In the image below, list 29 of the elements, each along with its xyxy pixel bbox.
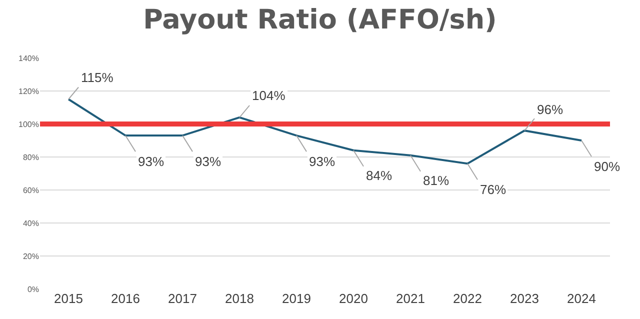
x-tick-label: 2020: [339, 291, 368, 306]
y-tick-label: 140%: [18, 54, 39, 63]
data-label: 93%: [138, 154, 164, 169]
data-label: 93%: [309, 154, 336, 169]
x-tick-label: 2016: [111, 291, 140, 306]
x-tick-label: 2019: [282, 291, 311, 306]
x-tick-label: 2022: [453, 291, 482, 306]
x-tick-label: 2023: [510, 291, 539, 306]
x-tick-label: 2017: [168, 291, 197, 306]
y-tick-label: 0%: [27, 284, 39, 294]
data-label: 104%: [252, 88, 286, 103]
data-label: 115%: [81, 70, 114, 85]
data-label: 90%: [594, 159, 620, 174]
x-tick-label: 2021: [396, 291, 425, 306]
chart-title: Payout Ratio (AFFO/sh): [143, 4, 497, 36]
y-tick-label: 100%: [18, 120, 39, 129]
data-label: 96%: [537, 102, 564, 117]
data-label: 93%: [195, 154, 222, 169]
y-tick-label: 80%: [22, 152, 39, 162]
y-tick-label: 20%: [22, 252, 39, 261]
x-tick-label: 2024: [567, 291, 596, 306]
data-label: 81%: [423, 173, 450, 188]
y-tick-label: 40%: [22, 218, 39, 228]
y-tick-label: 120%: [18, 86, 39, 96]
data-label: 84%: [366, 168, 392, 183]
x-tick-label: 2015: [54, 291, 83, 306]
x-tick-label: 2018: [225, 291, 254, 306]
data-label: 76%: [480, 182, 506, 197]
y-tick-label: 60%: [22, 186, 39, 195]
